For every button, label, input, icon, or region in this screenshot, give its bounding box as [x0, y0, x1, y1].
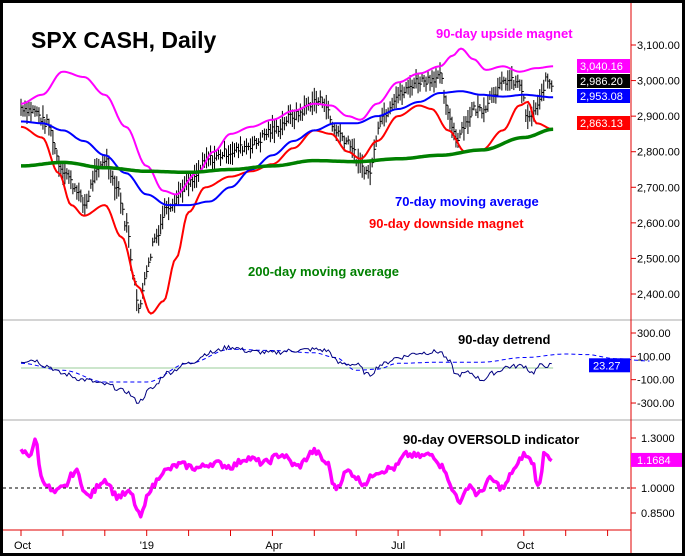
y-tick-label: 2,400.00: [637, 289, 680, 301]
y-tick-label: 100.00: [637, 351, 671, 363]
oversold-title: 90-day OVERSOLD indicator: [403, 432, 579, 447]
x-tick-label: Jul: [391, 540, 405, 552]
last-value-badge: [577, 74, 630, 88]
series-70-day-moving-average: [21, 90, 554, 207]
y-tick-label: 2,800.00: [637, 147, 680, 159]
last-value-badge: [589, 358, 630, 373]
y-tick-label: 2,900.00: [637, 111, 680, 123]
last-value-label: 1.1684: [637, 455, 671, 467]
y-tick-label: 1.3000: [641, 433, 675, 445]
y-tick-label: 300.00: [637, 328, 671, 340]
last-value-label: 23.27: [593, 360, 621, 372]
series-90-day-upside-magnet: [20, 47, 554, 196]
x-tick-label: Apr: [265, 540, 282, 552]
x-tick-label: Oct: [14, 540, 31, 552]
label-upside-magnet: 90-day upside magnet: [436, 26, 573, 41]
y-tick-label: -100.00: [637, 375, 674, 387]
chart-canvas: 2,400.00 2,500.00 2,600.00 2,700.00 2,800.00…: [3, 3, 682, 553]
y-tick-label: 2,500.00: [637, 253, 680, 265]
label-70-day-ma: 70-day moving average: [395, 194, 539, 209]
last-value-badge: [631, 452, 682, 467]
last-value-label: 2,986.20: [580, 76, 623, 88]
label-200-day-ma: 200-day moving average: [248, 264, 399, 279]
y-tick-label: 2,600.00: [637, 218, 680, 230]
last-value-label: 2,953.08: [580, 91, 623, 103]
last-value-badge: [577, 116, 630, 130]
series-detrend: [20, 344, 552, 404]
label-downside-magnet: 90-day downside magnet: [369, 216, 524, 231]
x-tick-label: '19: [140, 540, 154, 552]
detrend-pane: 300.00 100.00 -100.00 -300.00 23.27: [20, 328, 674, 410]
y-tick-label: 0.8500: [641, 508, 675, 520]
series-200-day-moving-average: [21, 127, 554, 175]
series-detrend-forecast: [20, 348, 650, 383]
y-tick-label: 2,700.00: [637, 182, 680, 194]
last-value-badge: [577, 89, 630, 103]
detrend-title: 90-day detrend: [458, 332, 551, 347]
series-oversold: [19, 437, 553, 519]
y-tick-label: -300.00: [637, 398, 674, 410]
x-tick-label: Oct: [517, 540, 534, 552]
oversold-pane: 1.3000 1.0000 0.8500 1.1684: [3, 433, 682, 520]
last-value-badge: [577, 59, 630, 73]
last-value-label: 2,863.13: [580, 118, 623, 130]
x-axis: Oct '19 Apr Jul Oct: [14, 530, 609, 552]
y-tick-label: 3,100.00: [637, 40, 680, 52]
price-pane: 2,400.00 2,500.00 2,600.00 2,700.00 2,800.00…: [20, 40, 680, 315]
y-tick-label: 3,000.00: [637, 76, 680, 88]
last-value-label: 3,040.16: [580, 61, 623, 73]
chart-title: SPX CASH, Daily: [31, 27, 217, 53]
y-tick-label: 1.0000: [641, 483, 675, 495]
